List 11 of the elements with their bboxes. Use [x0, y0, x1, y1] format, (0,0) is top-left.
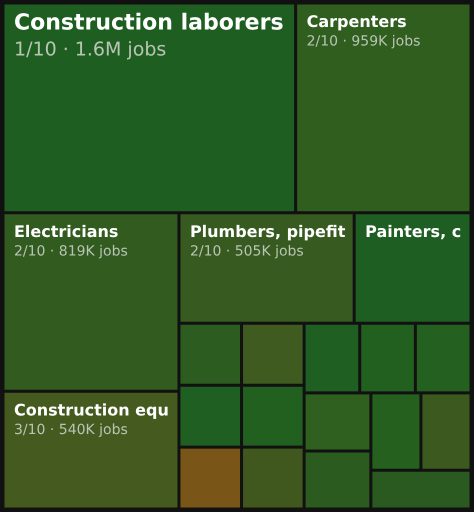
category-label: Plumbers, pipefit: [190, 222, 346, 241]
data-label: 2/10 · 959K jobs: [306, 34, 420, 50]
data-label: 1/10 · 1.6M jobs: [14, 38, 166, 60]
category-label: Construction laborers: [14, 10, 284, 36]
category-label: Carpenters: [306, 12, 407, 32]
data-label: 3/10 · 540K jobs: [14, 422, 128, 438]
category-label: Painters, c: [365, 222, 462, 241]
data-label: 2/10 · 505K jobs: [190, 243, 304, 260]
category-label: Electricians: [14, 222, 118, 241]
category-label: Construction equ: [14, 400, 169, 420]
data-label: 2/10 · 819K jobs: [14, 243, 128, 260]
